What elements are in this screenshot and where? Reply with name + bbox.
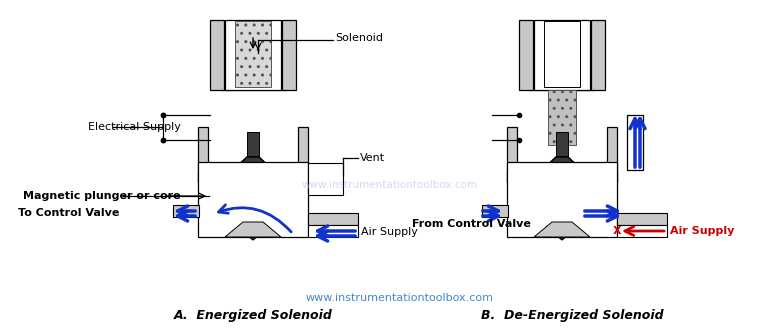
Bar bbox=[507, 162, 617, 237]
Bar bbox=[173, 205, 199, 217]
Bar bbox=[210, 20, 224, 90]
Bar bbox=[298, 127, 308, 182]
Bar bbox=[534, 20, 590, 90]
Bar bbox=[627, 115, 643, 170]
Bar bbox=[198, 172, 308, 182]
Bar bbox=[507, 172, 617, 182]
Text: Magnetic plunger or core: Magnetic plunger or core bbox=[23, 191, 181, 201]
Text: www.instrumentationtoolbox.com: www.instrumentationtoolbox.com bbox=[302, 180, 478, 190]
Text: Air Supply: Air Supply bbox=[670, 226, 734, 236]
FancyArrowPatch shape bbox=[218, 205, 291, 232]
Bar bbox=[235, 21, 271, 87]
Bar bbox=[544, 21, 580, 87]
Bar bbox=[617, 225, 667, 237]
Bar bbox=[617, 213, 667, 225]
Bar bbox=[282, 20, 296, 90]
Bar bbox=[519, 20, 533, 90]
Bar bbox=[198, 162, 308, 237]
Bar bbox=[225, 20, 281, 90]
Bar bbox=[556, 132, 568, 157]
Bar bbox=[530, 35, 594, 90]
Bar bbox=[482, 205, 508, 217]
Bar bbox=[507, 127, 517, 182]
Bar bbox=[591, 20, 605, 90]
Text: Electrical Supply: Electrical Supply bbox=[88, 122, 181, 132]
Bar bbox=[221, 35, 285, 90]
Polygon shape bbox=[209, 157, 297, 192]
Bar bbox=[308, 225, 358, 237]
Text: A.  Energized Solenoid: A. Energized Solenoid bbox=[174, 308, 332, 322]
Text: From Control Valve: From Control Valve bbox=[412, 219, 531, 229]
Text: Solenoid: Solenoid bbox=[335, 33, 383, 43]
Bar bbox=[308, 163, 343, 195]
Bar bbox=[607, 127, 617, 182]
Text: Vent: Vent bbox=[360, 153, 385, 163]
Text: Air Supply: Air Supply bbox=[361, 227, 418, 237]
Text: B.  De-Energized Solenoid: B. De-Energized Solenoid bbox=[481, 308, 663, 322]
Text: www.instrumentationtoolbox.com: www.instrumentationtoolbox.com bbox=[306, 293, 494, 303]
Text: X: X bbox=[612, 226, 622, 236]
Bar bbox=[198, 127, 208, 182]
Text: To Control Valve: To Control Valve bbox=[18, 208, 120, 218]
Polygon shape bbox=[225, 222, 281, 237]
Polygon shape bbox=[518, 157, 606, 192]
Bar bbox=[548, 90, 576, 145]
Bar bbox=[247, 132, 259, 157]
Polygon shape bbox=[520, 157, 604, 240]
Polygon shape bbox=[211, 157, 295, 240]
Bar bbox=[308, 213, 358, 225]
Polygon shape bbox=[534, 222, 590, 237]
